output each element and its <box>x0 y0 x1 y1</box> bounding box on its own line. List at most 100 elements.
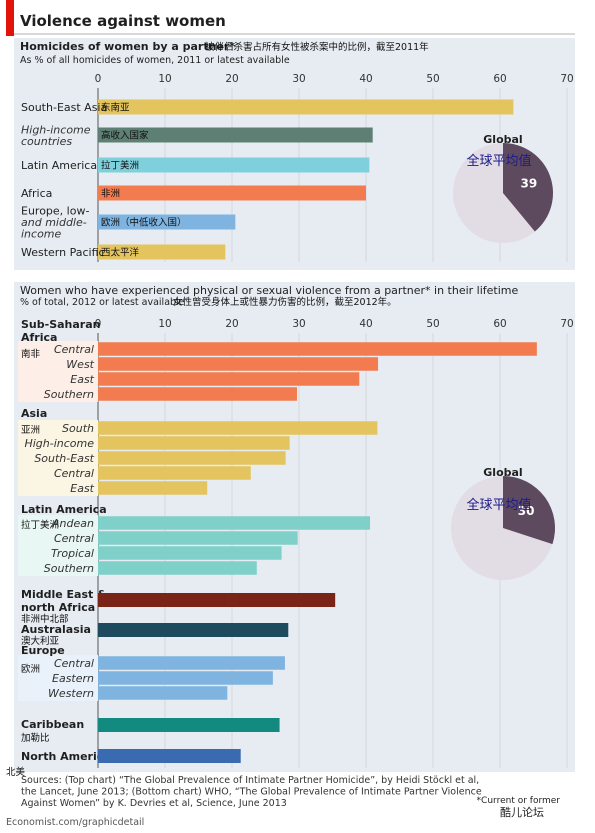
tick-label: 20 <box>225 318 238 330</box>
category-label-cn: 高收入国家 <box>101 130 149 142</box>
tick-label: 10 <box>158 318 171 330</box>
bar <box>98 342 537 356</box>
sub-category-label: Southern <box>44 562 94 575</box>
category-label: income <box>21 228 62 241</box>
category-label: Africa <box>21 187 52 200</box>
category-label: countries <box>21 135 72 148</box>
tick-label: 40 <box>359 318 372 330</box>
tick-label: 40 <box>359 73 372 85</box>
group-label: North America <box>21 750 111 763</box>
sub-category-label: Central <box>54 657 94 670</box>
category-label: Latin America <box>21 159 97 172</box>
category-label: Western Pacific <box>21 246 105 259</box>
group-label-cn: 亚洲 <box>21 425 40 436</box>
group-label: Europe <box>21 644 65 657</box>
bar <box>98 387 297 401</box>
sub-category-label: Western <box>48 687 94 700</box>
category-label-cn: 西太平洋 <box>101 247 140 259</box>
group-label: north Africa <box>21 601 95 614</box>
bar <box>98 623 288 637</box>
tick-label: 30 <box>292 318 305 330</box>
chart-title: Homicides of women by a partner* <box>20 40 235 53</box>
group-label: Asia <box>21 407 47 420</box>
chart-subtitle: % of total, 2012 or latest available <box>20 297 185 308</box>
tick-label: 20 <box>225 73 238 85</box>
sub-category-label: High-income <box>24 437 94 450</box>
sources: Sources: (Top chart) “The Global Prevale… <box>21 775 560 819</box>
page-title: Violence against women <box>20 12 226 30</box>
source-line: Against Women” by K. Devries et al, Scie… <box>21 798 287 809</box>
category-label-cn: 欧洲（中低收入国） <box>101 217 187 229</box>
sub-category-label: Eastern <box>52 672 94 685</box>
source-line: Sources: (Top chart) “The Global Prevale… <box>21 775 479 786</box>
source-line: the Lancet, June 2013; (Bottom chart) WH… <box>21 787 482 798</box>
chart-title: Women who have experienced physical or s… <box>20 284 519 297</box>
sub-category-label: Central <box>54 532 94 545</box>
sub-category-label: Andean <box>51 517 94 530</box>
tick-label: 0 <box>95 73 102 85</box>
bar <box>98 372 359 386</box>
sub-category-label: Southern <box>44 388 94 401</box>
bar <box>98 546 282 560</box>
category-label-cn: 东南亚 <box>101 102 130 114</box>
bar <box>98 593 335 607</box>
tick-label: 10 <box>158 73 171 85</box>
sub-category-label: South-East <box>34 452 94 465</box>
bar <box>98 451 286 465</box>
sub-category-label: East <box>70 373 94 386</box>
group-label-cn: 欧洲 <box>21 663 40 675</box>
homicide-chart: Homicides of women by a partner*被伴侣杀害占所有… <box>14 38 575 270</box>
chart-title-cn: 女性曾受身体上或性暴力伤害的比例，截至2012年。 <box>173 296 397 308</box>
header-accent <box>6 0 14 36</box>
group-label: Australasia <box>21 623 91 636</box>
sub-category-label: Central <box>54 467 94 480</box>
bar <box>98 561 257 575</box>
sub-category-label: West <box>66 358 94 371</box>
watermark: 酷儿论坛 <box>500 805 544 819</box>
bar <box>98 481 207 495</box>
tick-label: 70 <box>560 73 573 85</box>
group-label: Africa <box>21 331 57 344</box>
sub-category-label: Tropical <box>51 547 94 560</box>
bar <box>98 357 378 371</box>
bar <box>98 718 280 732</box>
bar <box>98 516 370 530</box>
pie-title-cn: 全球平均值 <box>466 497 531 513</box>
tick-label: 50 <box>426 73 439 85</box>
pie-value-label: 39 <box>521 177 538 191</box>
sub-category-label: East <box>70 482 94 495</box>
chart-subtitle: As % of all homicides of women, 2011 or … <box>20 55 290 66</box>
group-label-cn: 南非 <box>21 348 41 360</box>
tick-label: 70 <box>560 318 573 330</box>
bar <box>98 421 377 435</box>
bar <box>98 531 298 545</box>
sub-category-label: South <box>62 422 94 435</box>
tick-label: 60 <box>493 73 506 85</box>
pie-title-cn: 全球平均值 <box>466 153 531 169</box>
tick-label: 60 <box>493 318 506 330</box>
bar <box>98 686 227 700</box>
category-label-cn: 非洲 <box>101 188 120 200</box>
bar <box>98 656 285 670</box>
violence-chart: Women who have experienced physical or s… <box>6 282 575 778</box>
bar <box>98 100 513 115</box>
group-label: Latin America <box>21 503 107 516</box>
bar <box>98 671 273 685</box>
category-label: South-East Asia <box>21 101 107 114</box>
footnote: *Current or former <box>477 796 561 806</box>
bar <box>98 749 241 763</box>
sub-category-label: Central <box>54 343 94 356</box>
category-label-cn: 拉丁美洲 <box>101 160 139 172</box>
tick-label: 50 <box>426 318 439 330</box>
group-label: Middle East & <box>21 588 107 601</box>
bar <box>98 436 290 450</box>
chart-title-cn: 被伴侣杀害占所有女性被杀案中的比例，截至2011年 <box>205 41 429 53</box>
tick-label: 30 <box>292 73 305 85</box>
bar <box>98 186 366 201</box>
group-label: Sub-Saharan <box>21 318 100 331</box>
group-label: Caribbean <box>21 718 84 731</box>
footer-url: Economist.com/graphicdetail <box>6 817 144 828</box>
group-label-cn: 加勒比 <box>21 732 50 744</box>
bar <box>98 466 251 480</box>
